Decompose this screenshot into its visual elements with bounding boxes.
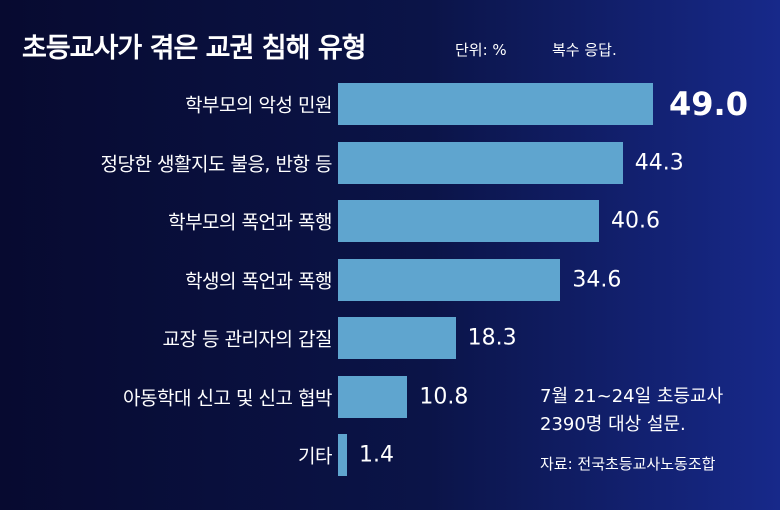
unit-label: 단위: % (455, 41, 507, 59)
category-label: 아동학대 신고 및 신고 협박 (123, 387, 332, 409)
category-label: 기타 (298, 445, 332, 468)
value-label: 49.0 (669, 85, 748, 123)
bar (338, 83, 653, 125)
category-label: 학부모의 악성 민원 (185, 94, 332, 117)
survey-note-line2: 2390명 대상 설문. (540, 414, 686, 435)
category-label: 학부모의 폭언과 폭행 (168, 211, 332, 234)
chart-title: 초등교사가 겪은 교권 침해 유형 (22, 33, 367, 64)
bar (338, 141, 623, 184)
multiple-response-note: 복수 응답. (552, 41, 617, 59)
bar (338, 317, 456, 359)
value-label: 40.6 (611, 208, 660, 234)
value-label: 10.8 (419, 384, 469, 409)
source-note: 자료: 전국초등교사노동조합 (540, 455, 716, 473)
bar (338, 375, 408, 418)
value-label: 44.3 (634, 150, 684, 175)
category-label: 학생의 폭언과 폭행 (185, 270, 332, 292)
category-label: 정당한 생활지도 불응, 반항 등 (100, 153, 333, 175)
category-label: 교장 등 관리자의 갑질 (162, 328, 333, 351)
value-label: 18.3 (467, 325, 517, 351)
value-label: 34.6 (572, 267, 622, 292)
survey-note-line1: 7월 21~24일 초등교사 (540, 386, 724, 407)
bar (338, 434, 347, 476)
bar (338, 200, 599, 242)
bar (338, 258, 561, 301)
value-label: 1.4 (359, 442, 394, 468)
